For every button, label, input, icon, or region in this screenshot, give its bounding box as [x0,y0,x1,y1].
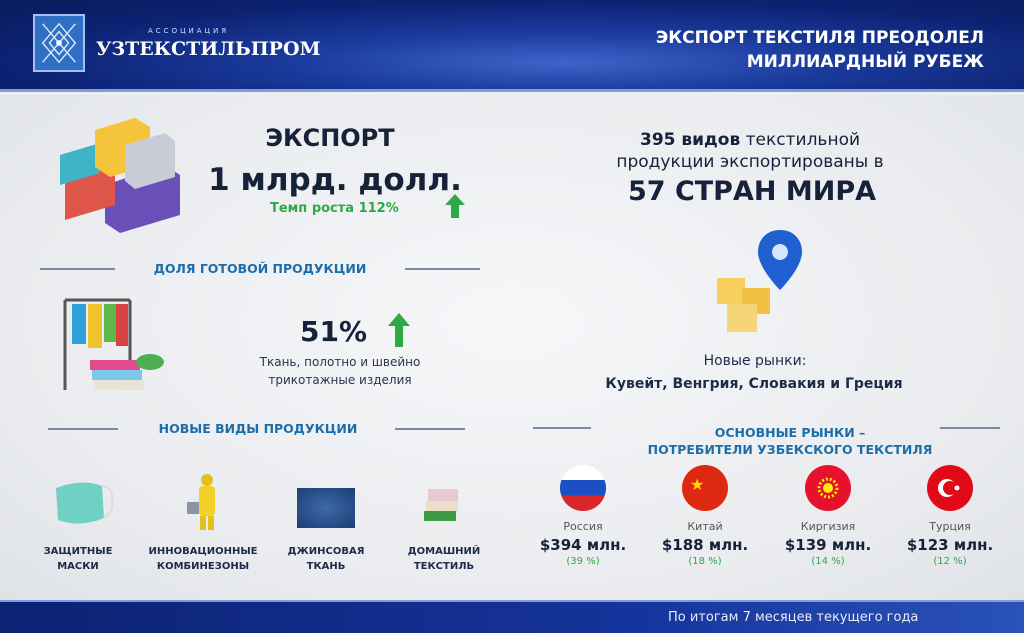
header-banner: АССОЦИАЦИЯ УЗТЕКСТИЛЬПРОМ ЭКСПОРТ ТЕКСТИ… [0,0,1024,92]
section-main-markets-1: ОСНОВНЫЕ РЫНКИ – [714,425,866,440]
footer-banner: По итогам 7 месяцев текущего года [0,600,1024,633]
market-value: $123 млн. [906,536,994,554]
china-flag-icon: ★ [682,465,728,511]
export-label: ЭКСПОРТ [265,124,395,152]
market-value: $188 млн. [661,536,749,554]
section-finished-share: ДОЛЯ ГОТОВОЙ ПРОДУКЦИИ [153,261,367,276]
product-label: ДОМАШНИЙ ТЕКСТИЛЬ [407,546,481,572]
section-main-markets-2: ПОТРЕБИТЕЛИ УЗБЕКСКОГО ТЕКСТИЛЯ [647,442,933,457]
finished-share-value: 51% [300,315,368,348]
page-title: ЭКСПОРТ ТЕКСТИЛЯ ПРЕОДОЛЕЛ МИЛЛИАРДНЫЙ Р… [656,26,984,74]
logo-emblem-icon [33,14,85,72]
home-textile-icon [420,485,465,529]
hazmat-suit-icon [185,472,225,536]
title-line-1: ЭКСПОРТ ТЕКСТИЛЯ ПРЕОДОЛЕЛ [655,28,984,48]
product-types-line-1: 395 видов текстильной [639,130,861,150]
section-new-products: НОВЫЕ ВИДЫ ПРОДУКЦИИ [158,421,358,436]
new-markets-label: Новые рынки: [703,353,807,369]
new-markets-list: Кувейт, Венгрия, Словакия и Греция [605,376,903,392]
divider [395,428,465,430]
growth-rate: Темп роста 112% [270,201,399,216]
title-line-2: МИЛЛИАРДНЫЙ РУБЕЖ [746,52,984,72]
mask-icon [52,478,114,532]
footer-note: По итогам 7 месяцев текущего года [668,610,919,625]
share-desc-2: трикотажные изделия [268,373,412,387]
market-value: $394 млн. [539,536,627,554]
market-name: Киргизия [800,520,856,533]
clothes-rack-icon [60,290,170,404]
market-name: Китай [687,520,723,533]
market-value: $139 млн. [784,536,872,554]
product-label: ИННОВАЦИОННЫЕ КОМБИНЕЗОНЫ [148,546,258,572]
logo-name: УЗТЕКСТИЛЬПРОМ [96,38,321,60]
location-pin-boxes-icon [712,230,807,339]
divider [940,427,1000,429]
divider [40,268,115,270]
divider [48,428,118,430]
containers-icon [55,115,180,237]
product-types-line-2: продукции экспортированы в [616,152,884,172]
market-share: (18 %) [688,556,722,567]
share-desc-1: Ткань, полотно и швейно [259,355,421,369]
russia-flag-icon [560,465,606,511]
market-share: (14 %) [811,556,845,567]
turkey-flag-icon [927,465,973,511]
export-value: 1 млрд. долл. [208,162,462,198]
divider [405,268,480,270]
countries-count: 57 СТРАН МИРА [627,176,877,207]
market-name: Россия [563,520,603,533]
product-label: ДЖИНСОВАЯ ТКАНЬ [287,546,365,572]
market-share: (39 %) [566,556,600,567]
divider [533,427,591,429]
market-name: Турция [929,520,971,533]
arrow-up-icon [445,194,465,222]
market-share: (12 %) [933,556,967,567]
product-label: ЗАЩИТНЫЕ МАСКИ [43,546,113,572]
arrow-up-icon [388,313,410,351]
logo-subtitle: АССОЦИАЦИЯ [148,27,230,35]
kyrgyzstan-flag-icon [805,465,851,511]
denim-fabric-icon [297,488,355,528]
